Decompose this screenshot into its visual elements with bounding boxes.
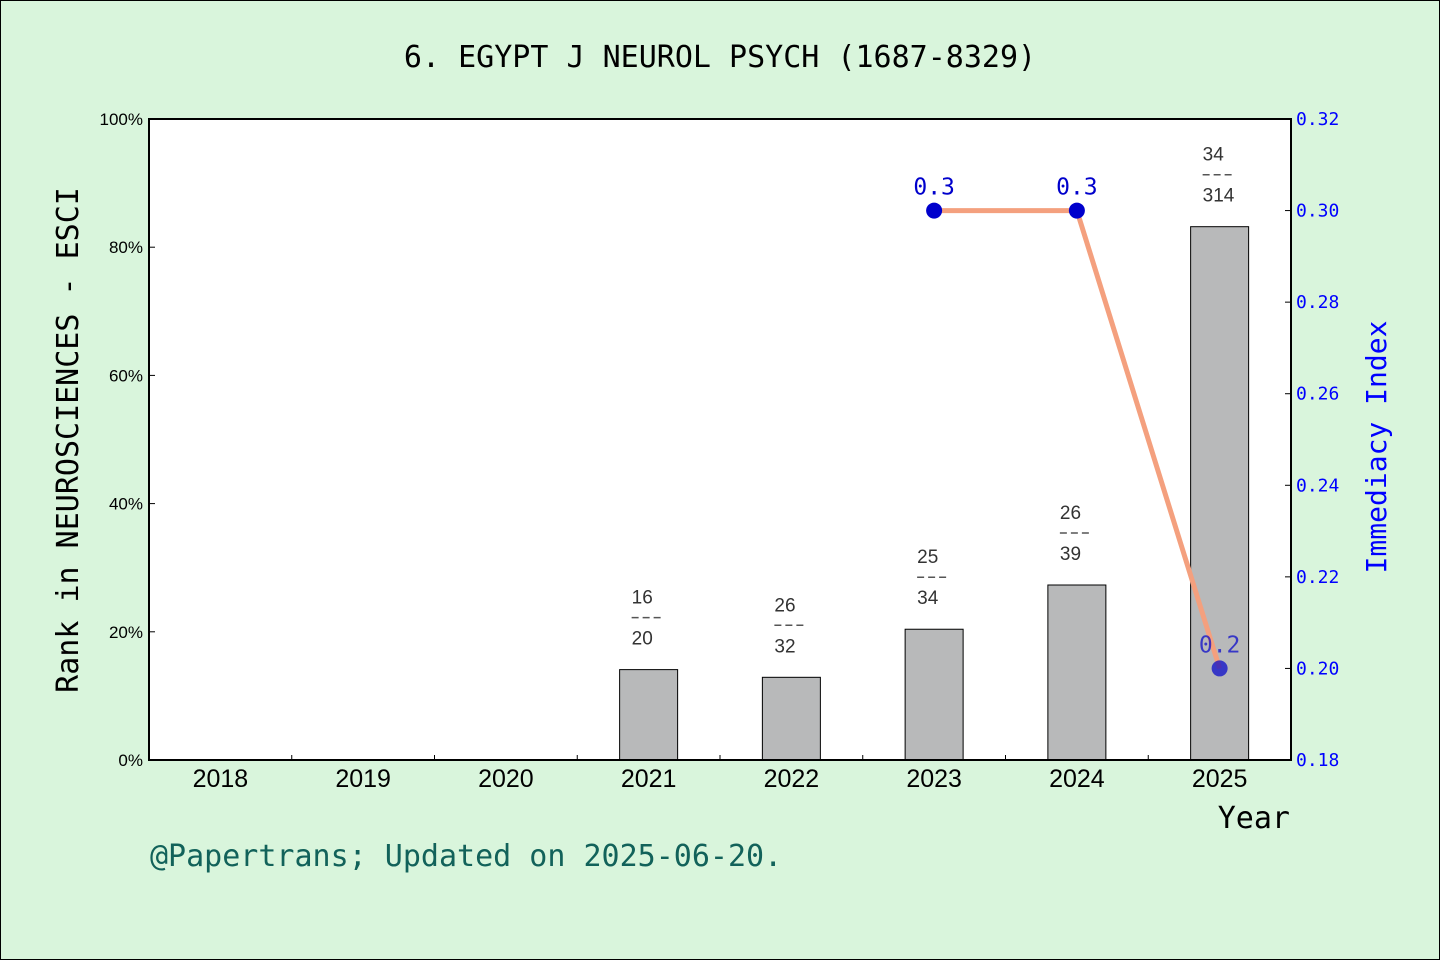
y2-tick-label: 0.20 xyxy=(1296,658,1339,679)
x-tick-label: 2024 xyxy=(1049,765,1105,793)
immediacy-label: 0.3 xyxy=(1056,175,1098,201)
rank-bar xyxy=(761,676,821,761)
y2-tick-label: 0.28 xyxy=(1296,292,1339,313)
x-tick-label: 2021 xyxy=(621,765,677,793)
x-tick-label: 2023 xyxy=(906,765,962,793)
bar-rank-label: 34 xyxy=(1203,145,1225,166)
x-tick-label: 2022 xyxy=(764,765,820,793)
footer-credit: @Papertrans; Updated on 2025-06-20. xyxy=(150,839,782,874)
y-tick-label: 40% xyxy=(109,495,143,514)
immediacy-label: 0.2 xyxy=(1199,632,1241,658)
bar-rank-label: 25 xyxy=(917,547,938,568)
rank-bar xyxy=(904,628,964,761)
axes-layer: 0% 20% 40% 60% 80% 100% 0.18 0.20 0.22 0.24 0.26 0.… xyxy=(100,109,1340,793)
x-tick-label: 2019 xyxy=(335,765,391,793)
y-axis-label: Rank in NEUROSCIENCES - ESCI xyxy=(51,187,86,693)
bar-total-label: 39 xyxy=(1060,544,1081,565)
line-layer: 0.3 0.3 0.2 xyxy=(913,175,1240,677)
immediacy-point xyxy=(1211,660,1228,677)
y2-tick-label: 0.22 xyxy=(1296,567,1339,588)
y-tick-label: 0% xyxy=(118,751,143,770)
y-tick-label: 100% xyxy=(100,110,143,129)
bar-total-label: 20 xyxy=(632,629,653,650)
immediacy-point xyxy=(926,202,943,219)
x-tick-label: 2018 xyxy=(193,765,249,793)
chart-title: 6. EGYPT J NEUROL PSYCH (1687-8329) xyxy=(404,40,1036,75)
immediacy-label: 0.3 xyxy=(913,175,955,201)
y2-axis-label: Immediacy Index xyxy=(1360,321,1393,574)
y2-tick-label: 0.24 xyxy=(1296,475,1339,496)
x-tick-label: 2020 xyxy=(478,765,534,793)
y2-tick-label: 0.18 xyxy=(1296,750,1339,771)
bar-total-label: 34 xyxy=(917,588,939,609)
bar-total-label: 314 xyxy=(1203,186,1235,207)
y-tick-label: 80% xyxy=(109,238,143,257)
y2-tick-label: 0.26 xyxy=(1296,384,1339,405)
y2-tick-label: 0.30 xyxy=(1296,201,1339,222)
immediacy-point xyxy=(1068,202,1085,219)
y-tick-label: 20% xyxy=(109,623,143,642)
rank-bar xyxy=(1190,226,1250,761)
rank-bar xyxy=(1047,584,1107,761)
x-axis-label: Year xyxy=(1218,801,1290,836)
y-tick-label: 60% xyxy=(109,366,143,385)
bar-rank-label: 26 xyxy=(1060,503,1081,524)
bar-rank-label: 26 xyxy=(774,595,795,616)
y2-tick-label: 0.32 xyxy=(1296,109,1339,130)
x-tick-label: 2025 xyxy=(1192,765,1248,793)
rank-bar xyxy=(619,669,679,761)
plot-area xyxy=(149,119,1291,760)
bar-total-label: 32 xyxy=(774,636,795,657)
bar-rank-label: 16 xyxy=(632,588,653,609)
